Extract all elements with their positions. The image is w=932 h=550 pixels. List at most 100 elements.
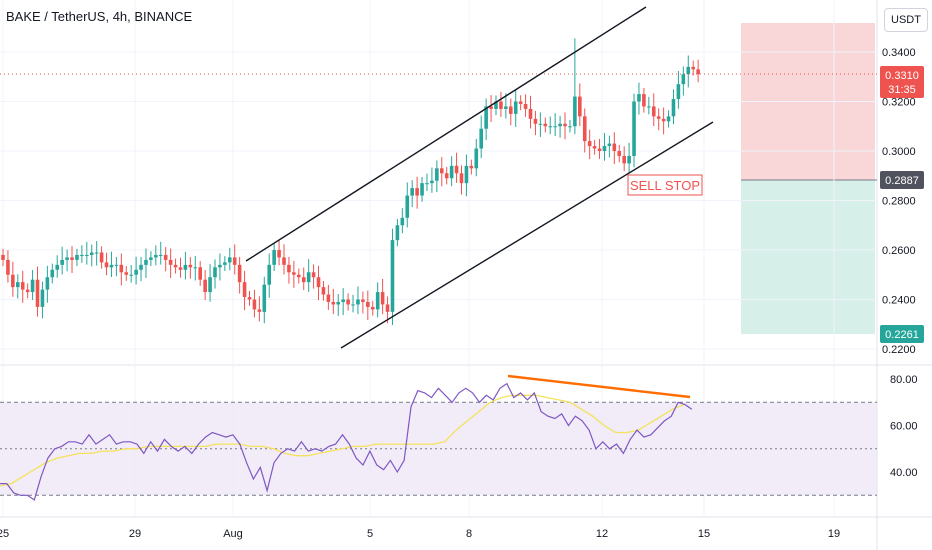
candle-body bbox=[385, 304, 390, 312]
sell-stop-label-box[interactable] bbox=[627, 174, 703, 196]
candle-body bbox=[20, 282, 25, 290]
candle-body bbox=[154, 254, 158, 258]
time-tick-label: Aug bbox=[223, 528, 243, 540]
time-axis-labels: 25 29 Aug 5 8 12 15 19 bbox=[0, 528, 840, 540]
candle-body bbox=[282, 257, 286, 265]
candle-body bbox=[341, 299, 345, 302]
candle-body bbox=[582, 116, 587, 142]
candle-body bbox=[676, 84, 681, 100]
candle-body bbox=[602, 146, 607, 151]
candle-body bbox=[262, 284, 267, 312]
candle-body bbox=[573, 96, 577, 127]
candle-body bbox=[242, 282, 247, 298]
rsi-ma-line bbox=[0, 394, 685, 487]
candle-body bbox=[380, 292, 385, 305]
candle-body bbox=[622, 155, 626, 164]
candle-body bbox=[208, 277, 212, 293]
candle-body bbox=[60, 259, 64, 265]
candle-body bbox=[597, 148, 602, 151]
candle-body bbox=[267, 264, 272, 285]
candle-body bbox=[277, 250, 281, 258]
candle-body bbox=[656, 116, 661, 119]
candles bbox=[1, 38, 700, 325]
candle-body bbox=[218, 264, 222, 268]
candle-body bbox=[647, 106, 651, 108]
candle-body bbox=[568, 126, 572, 128]
candle-body bbox=[543, 123, 548, 127]
divergence-line[interactable] bbox=[507, 374, 691, 399]
candle-body bbox=[203, 279, 207, 293]
rsi-tick-label: 60.00 bbox=[890, 421, 918, 433]
candle-body bbox=[420, 183, 424, 196]
rsi-tick-label: 80.00 bbox=[890, 374, 918, 386]
candle-body bbox=[439, 168, 444, 174]
candle-body bbox=[124, 272, 129, 275]
candle-body bbox=[454, 165, 459, 174]
candle-body bbox=[444, 173, 449, 179]
candle-body bbox=[508, 106, 513, 114]
candle-body bbox=[227, 257, 232, 263]
candle-body bbox=[70, 257, 74, 260]
rsi-tick-label: 40.00 bbox=[890, 467, 918, 479]
time-tick-label: 19 bbox=[828, 528, 840, 540]
candle-body bbox=[232, 257, 237, 265]
candle-body bbox=[65, 257, 69, 260]
candle-body bbox=[336, 301, 341, 305]
currency-button[interactable]: USDT bbox=[884, 8, 928, 32]
candle-body bbox=[361, 299, 365, 302]
candle-body bbox=[188, 264, 193, 268]
current-price-value: 0.3310 bbox=[885, 70, 919, 82]
candle-body bbox=[45, 277, 50, 290]
candle-body bbox=[627, 155, 631, 164]
time-tick-label: 5 bbox=[367, 528, 373, 540]
candle-body bbox=[351, 304, 355, 306]
candle-body bbox=[558, 123, 562, 127]
candle-body bbox=[430, 180, 434, 184]
bar-countdown: 31:35 bbox=[888, 84, 916, 96]
candle-body bbox=[247, 297, 252, 300]
candle-body bbox=[144, 259, 148, 265]
candle-body bbox=[686, 66, 691, 75]
price-tick-label: 0.2400 bbox=[882, 295, 916, 307]
candle-body bbox=[237, 264, 242, 283]
candle-body bbox=[587, 141, 592, 147]
stop-price-value: 0.2887 bbox=[885, 175, 919, 187]
candle-body bbox=[553, 126, 557, 128]
candle-body bbox=[25, 289, 30, 293]
current-price-tag bbox=[880, 66, 924, 98]
profit-target-zone[interactable] bbox=[741, 180, 875, 334]
price-tick-label: 0.3400 bbox=[882, 47, 916, 59]
candle-body bbox=[301, 277, 306, 283]
price-tick-label: 0.2800 bbox=[882, 196, 916, 208]
channel-upper-line[interactable] bbox=[245, 6, 647, 262]
candle-body bbox=[287, 264, 291, 273]
candle-body bbox=[163, 254, 168, 260]
candle-body bbox=[691, 66, 695, 70]
candle-body bbox=[637, 94, 641, 102]
chart-title: BAKE / TetherUS, 4h, BINANCE bbox=[6, 9, 193, 24]
candle-body bbox=[661, 118, 666, 122]
candle-body bbox=[464, 165, 469, 184]
candle-body bbox=[518, 101, 523, 104]
candle-body bbox=[129, 274, 133, 276]
candle-body bbox=[479, 128, 484, 149]
candle-body bbox=[257, 309, 262, 312]
candle-body bbox=[193, 267, 198, 269]
candle-body bbox=[513, 101, 518, 114]
candle-body bbox=[292, 272, 296, 275]
candle-body bbox=[651, 106, 656, 117]
candle-body bbox=[331, 301, 336, 305]
candle-body bbox=[119, 264, 124, 273]
candle-body bbox=[410, 188, 414, 196]
candle-body bbox=[499, 101, 503, 109]
candle-body bbox=[435, 168, 439, 181]
candle-body bbox=[356, 299, 360, 305]
candle-body bbox=[642, 94, 646, 107]
candle-body bbox=[1, 254, 5, 260]
channel-lower-line[interactable] bbox=[340, 121, 714, 349]
candle-body bbox=[94, 252, 99, 254]
candle-body bbox=[415, 188, 419, 196]
candle-body bbox=[671, 99, 676, 117]
candle-body bbox=[297, 274, 301, 278]
